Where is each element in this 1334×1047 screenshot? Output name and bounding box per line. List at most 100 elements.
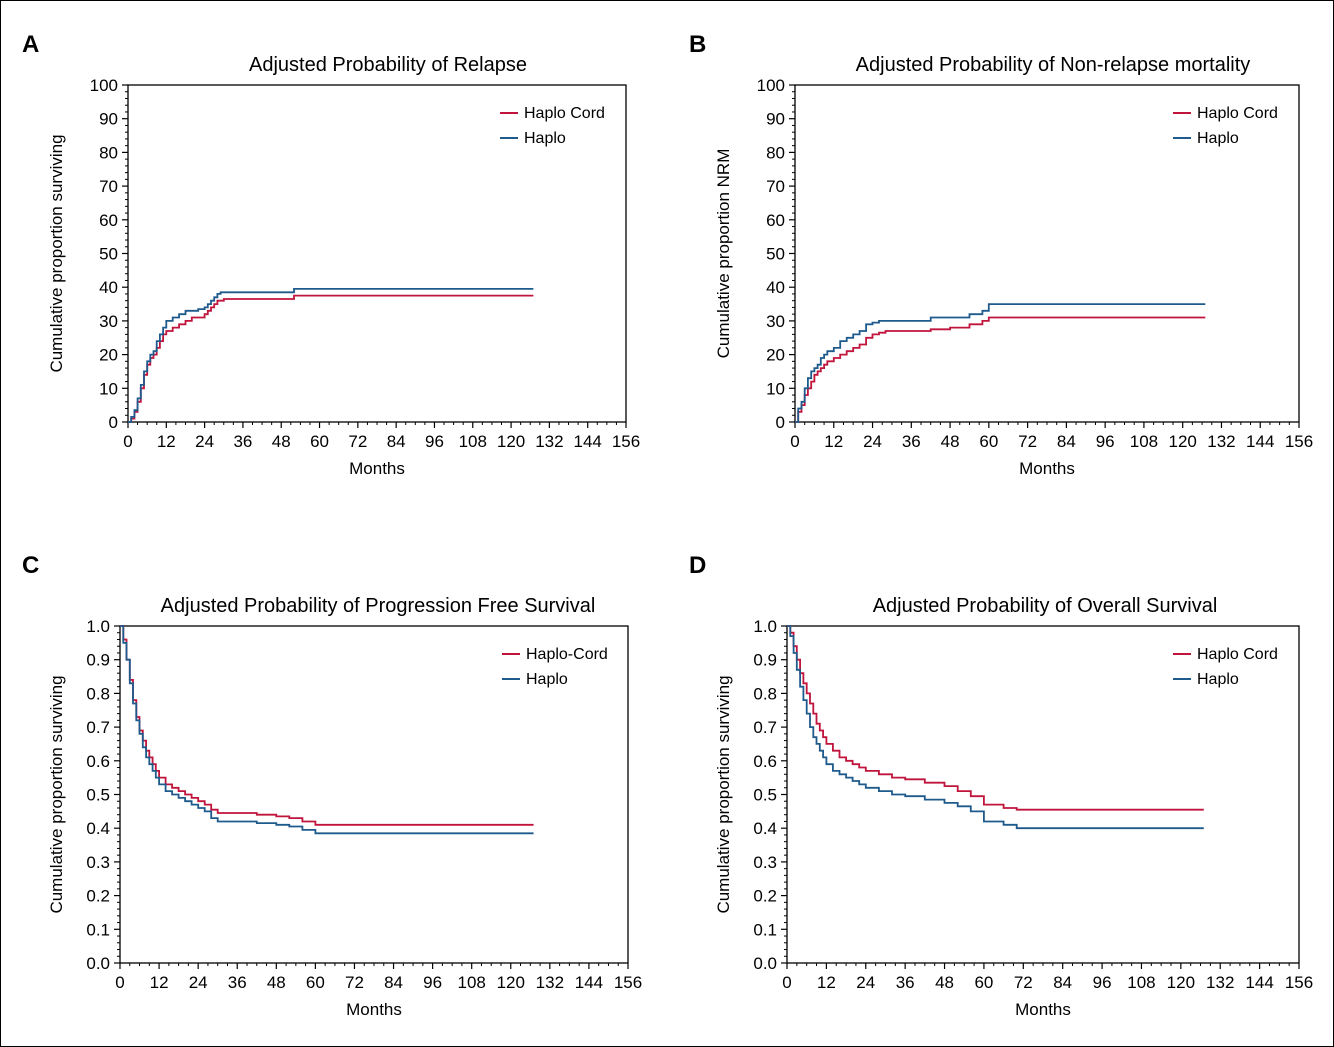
y-axis-label: Cumulative proportion surviving	[47, 675, 66, 913]
panel-d-svg: D Adjusted Probability of Overall Surviva…	[689, 552, 1313, 1019]
y-tick-label: 0.1	[86, 920, 110, 939]
series-line-haplo	[128, 288, 534, 423]
y-tick-label: 0.2	[86, 887, 110, 906]
x-tick-label: 0	[115, 973, 124, 992]
y-tick-label: 100	[90, 76, 118, 95]
y-tick-label: 70	[99, 177, 118, 196]
x-tick-label: 144	[575, 973, 603, 992]
x-tick-label: 120	[1167, 973, 1195, 992]
y-tick-label: 0	[776, 413, 785, 432]
y-tick-label: 0.5	[753, 786, 777, 805]
y-tick-label: 50	[766, 245, 785, 264]
series-line-haplo-cord	[787, 625, 1204, 811]
x-tick-label: 72	[1014, 973, 1033, 992]
x-axis-label: Months	[1019, 459, 1075, 478]
x-tick-label: 84	[384, 973, 403, 992]
x-tick-label: 24	[856, 973, 875, 992]
x-tick-label: 0	[782, 973, 791, 992]
y-tick-label: 80	[99, 143, 118, 162]
y-tick-label: 70	[766, 177, 785, 196]
x-tick-label: 60	[310, 432, 329, 451]
y-tick-label: 100	[757, 76, 785, 95]
y-tick-label: 0.7	[753, 718, 777, 737]
x-tick-label: 132	[535, 432, 563, 451]
panel-letter: A	[22, 31, 39, 58]
series-line-haplo-cord	[120, 625, 534, 826]
series-line-haplo-cord	[128, 294, 534, 423]
x-tick-label: 156	[612, 432, 640, 451]
y-tick-label: 10	[766, 379, 785, 398]
y-tick-label: 20	[99, 346, 118, 365]
x-tick-label: 120	[1169, 432, 1197, 451]
x-tick-label: 144	[574, 432, 602, 451]
x-tick-label: 60	[306, 973, 325, 992]
x-tick-label: 72	[348, 432, 367, 451]
panel-a-svg: A Adjusted Probability of Relapse 0 10 20 30 4…	[22, 31, 640, 478]
y-axis-label: Cumulative proportion NRM	[714, 149, 733, 359]
x-tick-label: 60	[979, 432, 998, 451]
chart-title: Adjusted Probability of Overall Survival	[873, 595, 1218, 617]
legend-label-haplo: Haplo	[1197, 130, 1239, 147]
x-tick-label: 24	[189, 973, 208, 992]
legend-label-haplo: Haplo	[1197, 671, 1239, 688]
y-tick-label: 20	[766, 346, 785, 365]
x-tick-label: 144	[1246, 432, 1274, 451]
legend-label-haplo: Haplo	[524, 130, 566, 147]
x-tick-label: 24	[863, 432, 882, 451]
y-tick-label: 0.8	[753, 684, 777, 703]
y-tick-label: 0.0	[86, 954, 110, 973]
legend-label-haplo-cord: Haplo Cord	[1197, 646, 1278, 663]
y-tick-label: 60	[766, 211, 785, 230]
y-tick-label: 60	[99, 211, 118, 230]
y-tick-label: 30	[766, 312, 785, 331]
panel-b-svg: B Adjusted Probability of Non-relapse mor…	[689, 31, 1313, 478]
x-tick-label: 48	[267, 973, 286, 992]
x-tick-label: 60	[974, 973, 993, 992]
y-tick-label: 1.0	[753, 617, 777, 636]
x-tick-label: 96	[423, 973, 442, 992]
x-tick-label: 132	[1207, 432, 1235, 451]
y-tick-label: 0.3	[753, 853, 777, 872]
series-line-haplo	[787, 625, 1204, 830]
y-tick-label: 0.0	[753, 954, 777, 973]
x-axis-label: Months	[349, 459, 405, 478]
y-tick-label: 90	[99, 110, 118, 129]
panel-letter: C	[22, 552, 39, 579]
y-tick-label: 0.8	[86, 684, 110, 703]
panel-b: B Adjusted Probability of Non-relapse mor…	[667, 0, 1334, 523]
y-tick-label: 0	[109, 413, 118, 432]
panel-letter: D	[689, 552, 706, 579]
legend-label-haplo: Haplo	[526, 671, 568, 688]
chart-title: Adjusted Probability of Progression Free…	[161, 595, 596, 617]
y-tick-label: 40	[766, 278, 785, 297]
y-tick-label: 0.4	[753, 819, 777, 838]
legend-label-haplo-cord: Haplo-Cord	[526, 646, 608, 663]
y-axis-label: Cumulative proportion surviving	[714, 675, 733, 913]
legend-label-haplo-cord: Haplo Cord	[524, 105, 605, 122]
y-axis-label: Cumulative proportion surviving	[47, 134, 66, 372]
x-tick-label: 144	[1245, 973, 1273, 992]
series-line-haplo	[120, 625, 534, 835]
x-tick-label: 84	[387, 432, 406, 451]
x-tick-label: 12	[150, 973, 169, 992]
x-axis-label: Months	[346, 1000, 402, 1019]
x-tick-label: 36	[902, 432, 921, 451]
y-tick-label: 0.3	[86, 853, 110, 872]
x-tick-label: 36	[233, 432, 252, 451]
x-tick-label: 72	[345, 973, 364, 992]
x-tick-label: 48	[941, 432, 960, 451]
y-tick-label: 0.1	[753, 920, 777, 939]
legend-label-haplo-cord: Haplo Cord	[1197, 105, 1278, 122]
x-tick-label: 72	[1018, 432, 1037, 451]
x-tick-label: 132	[1206, 973, 1234, 992]
y-tick-label: 0.6	[86, 752, 110, 771]
chart-title: Adjusted Probability of Relapse	[249, 54, 527, 76]
x-tick-label: 96	[1093, 973, 1112, 992]
x-tick-label: 0	[123, 432, 132, 451]
x-tick-label: 96	[425, 432, 444, 451]
x-tick-label: 12	[157, 432, 176, 451]
chart-title: Adjusted Probability of Non-relapse mort…	[856, 54, 1251, 76]
y-tick-label: 40	[99, 278, 118, 297]
y-tick-label: 0.5	[86, 786, 110, 805]
y-tick-label: 1.0	[86, 617, 110, 636]
